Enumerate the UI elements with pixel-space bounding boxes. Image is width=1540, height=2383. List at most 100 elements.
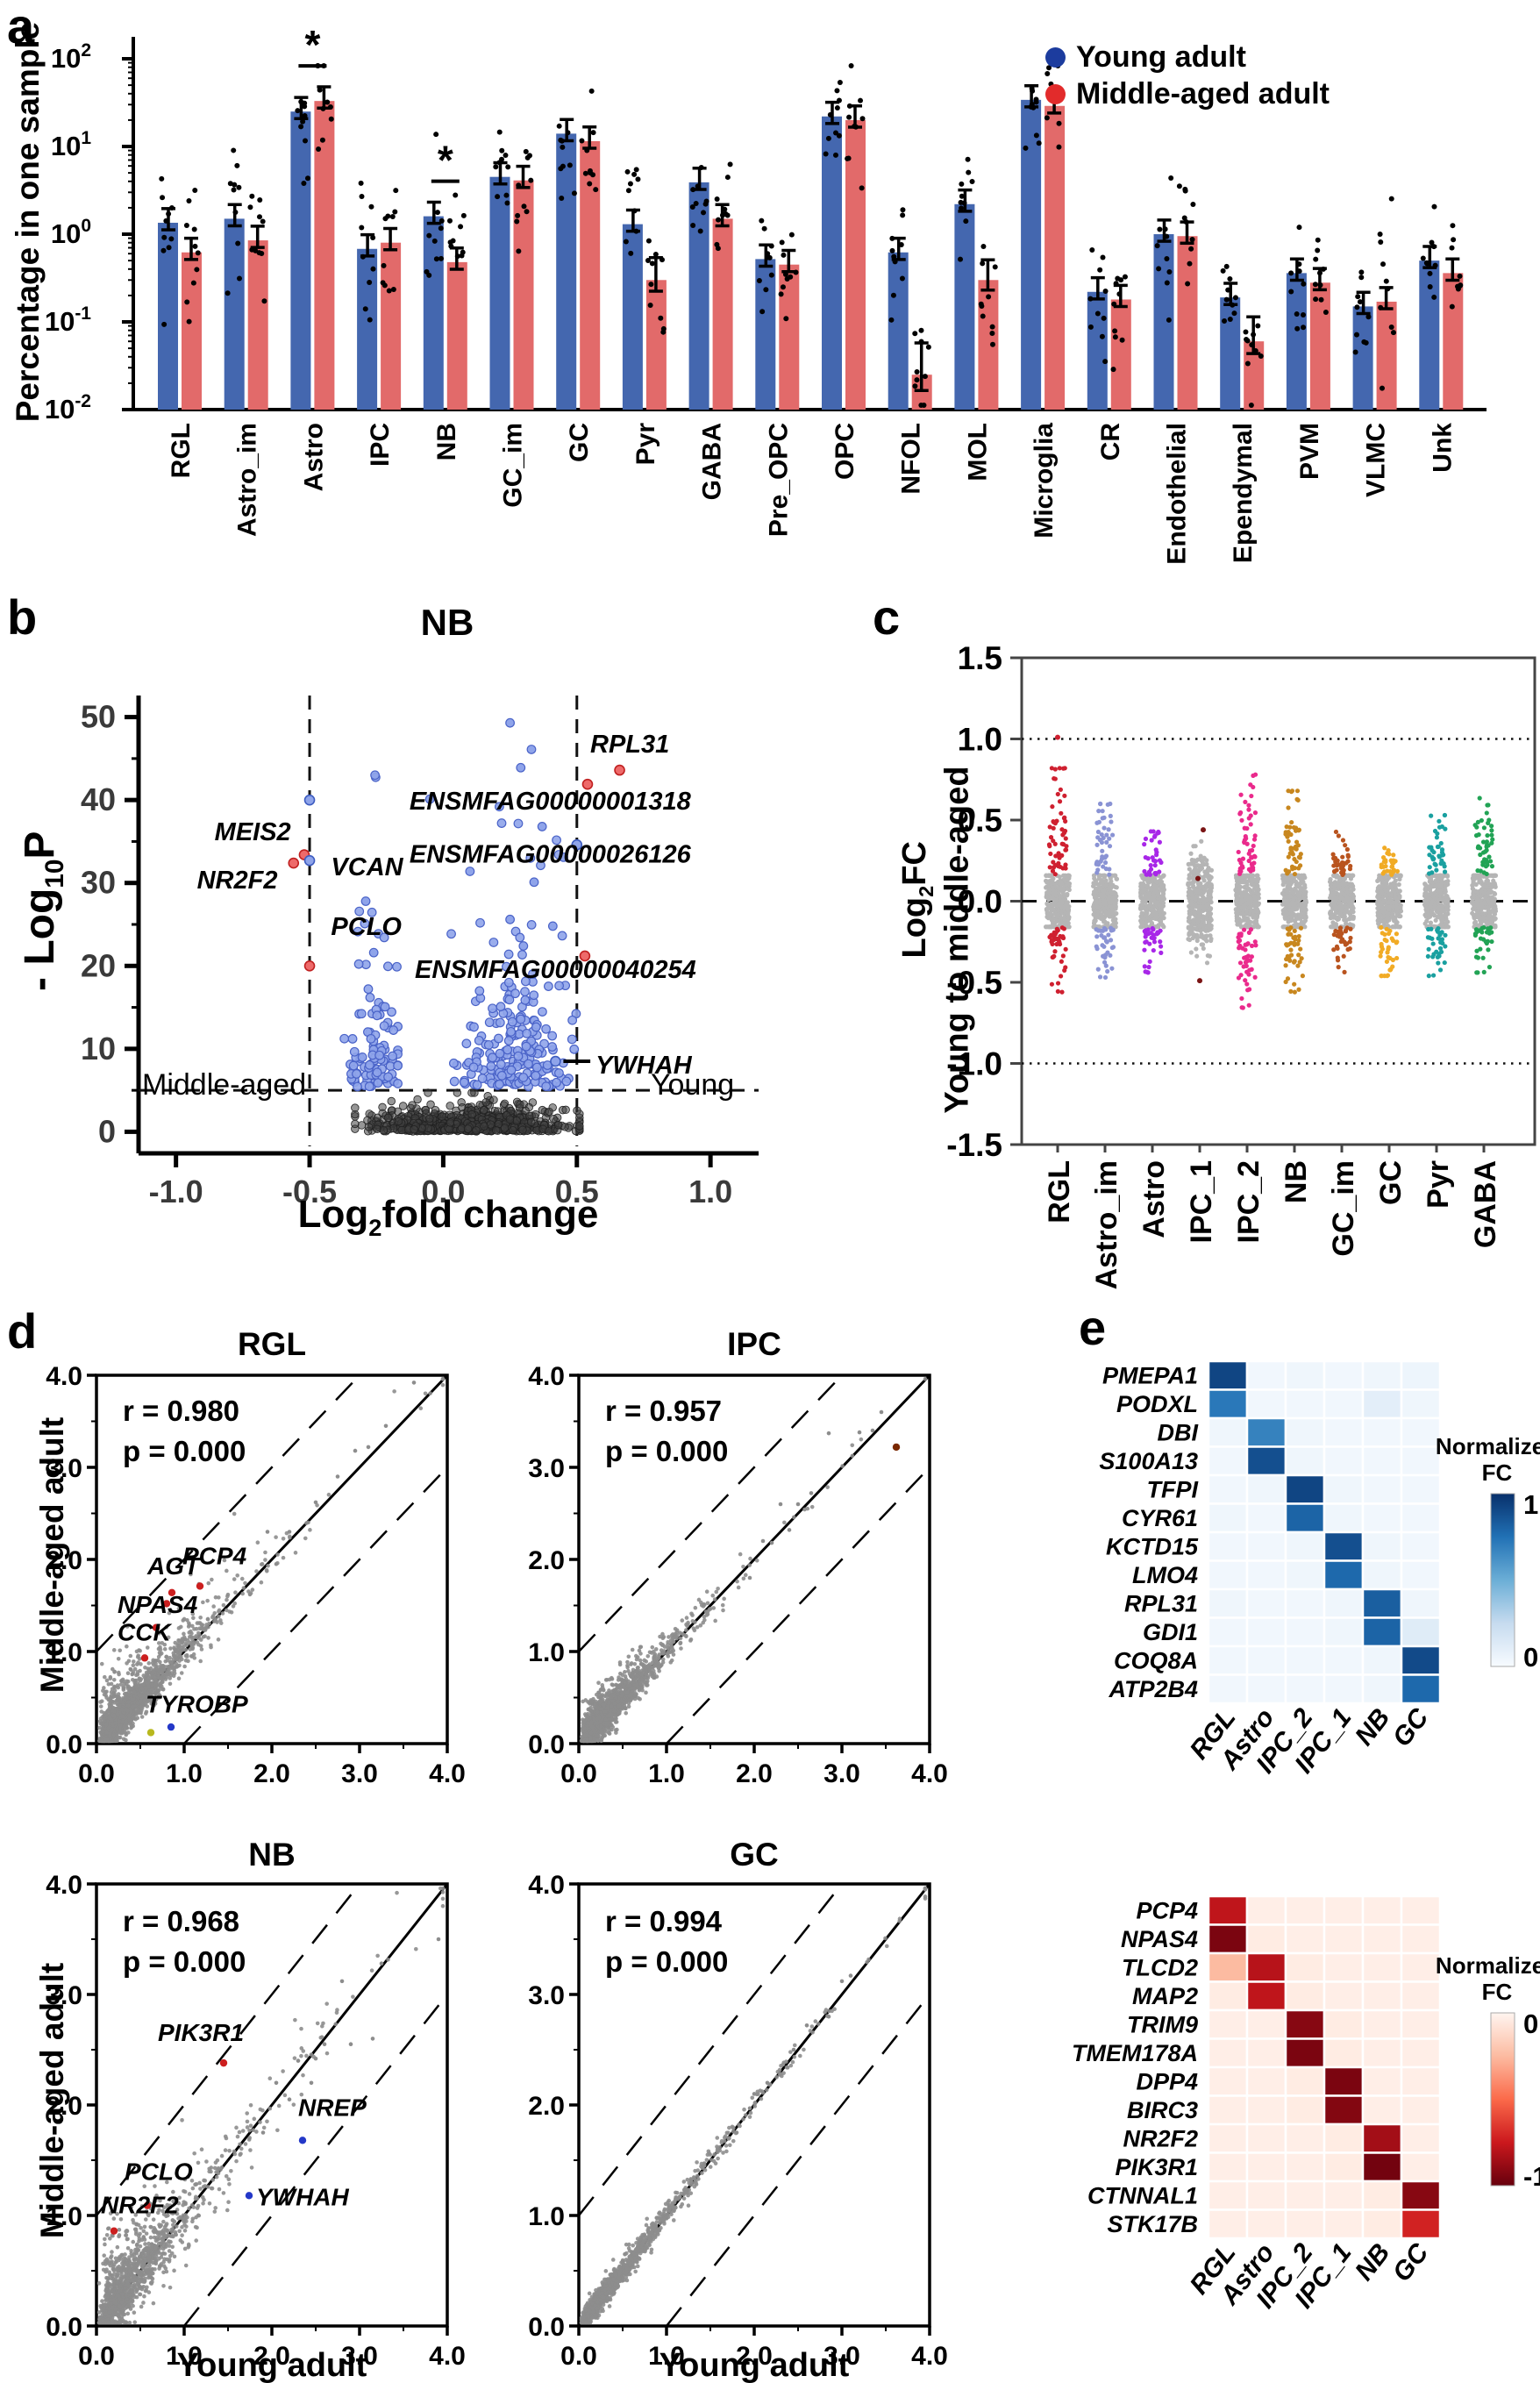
svg-text:NB: NB (1280, 1160, 1313, 1203)
colorbar1-min-label: 0.0 (1523, 1642, 1540, 1673)
gene-point-PCLO (143, 2201, 152, 2209)
panel-b-right-quadrant-label: Young (651, 1068, 735, 1102)
svg-text:Microglia: Microglia (1030, 423, 1059, 539)
svg-text:1.0: 1.0 (688, 1174, 732, 1209)
panel-a-bar-chart: 102 101 100 10-1 10-2 RGL Astro_im * Astro IPC * NB… (45, 22, 1487, 565)
svg-text:CR: CR (1096, 423, 1125, 461)
colorbar-blue (1490, 1493, 1515, 1667)
svg-text:Astro_im: Astro_im (1090, 1160, 1123, 1289)
colorbar1-max-label: 1.0 (1523, 1489, 1540, 1520)
svg-text:0: 0 (98, 1113, 116, 1149)
volcano-point-NR2F2 (288, 857, 300, 869)
gene-point-PCP4 (196, 1582, 204, 1590)
svg-text:Pre_OPC: Pre_OPC (764, 423, 793, 537)
subplot-rgl: 0.00.01.01.02.02.03.03.04.04.0PCP4AGTNPA… (46, 1362, 466, 1788)
subplot-nb: 0.00.01.01.02.02.03.03.04.04.0PIK3R1PCLO… (46, 1871, 466, 2371)
svg-text:ENSMFAG00000001318: ENSMFAG00000001318 (410, 788, 692, 816)
subplot-gc-title: GC (730, 1837, 779, 1873)
nb-r-value: r = 0.968 (123, 1905, 240, 1937)
svg-text:GC_im: GC_im (1327, 1160, 1360, 1257)
ipc-r-value: r = 0.957 (605, 1395, 723, 1427)
young-adult-dot-icon (1045, 46, 1066, 68)
panel-c-y-axis-title-line2: Young to middle-aged (938, 766, 976, 1114)
gene-point-unlabeled (162, 1600, 171, 1608)
heatmap-up: PMEPA1PODXLDBIS100A13TFPICYR61KCTD15LMO4… (1099, 1359, 1515, 1779)
panel-d-y-axis-title-bottom: Middle-aged adult (34, 1962, 70, 2239)
legend-young-label: Young adult (1076, 39, 1246, 74)
volcano-point-ENSMFAG00000026126 (571, 838, 583, 851)
colorbar-red (1490, 2012, 1515, 2187)
svg-text:10: 10 (81, 1031, 116, 1067)
svg-text:30: 30 (81, 865, 116, 901)
panel-b-y-axis-title: - Log10P (17, 831, 69, 991)
panel-c-label: c (873, 589, 901, 645)
panel-a-y-axis-title: Percentage in one sample (10, 21, 46, 423)
svg-text:NFOL: NFOL (897, 423, 926, 495)
svg-text:10-2: 10-2 (45, 391, 91, 425)
colorbar1-title: NormalizedFC (1435, 1433, 1540, 1486)
gene-point-AGT (168, 1588, 176, 1597)
svg-text:OPC: OPC (831, 423, 859, 480)
panel-b-title: NB (420, 602, 474, 643)
rgl-p-value: p = 0.000 (123, 1435, 246, 1467)
volcano-point-unlabeled (303, 794, 316, 806)
svg-text:NR2F2: NR2F2 (197, 867, 278, 895)
svg-text:NB: NB (432, 423, 461, 460)
gene-point-TYROBP (167, 1723, 175, 1731)
subplot-gc: 0.00.01.01.02.02.03.03.04.04.0 (528, 1871, 948, 2371)
svg-text:IPC_1: IPC_1 (1185, 1160, 1218, 1244)
svg-text:101: 101 (51, 128, 91, 161)
panel-a-legend: Young adult Middle-aged adult (1045, 39, 1330, 112)
nb-p-value: p = 0.000 (123, 1945, 246, 1978)
panel-c-y-axis-title-line1: Log2FC (896, 841, 938, 959)
svg-text:IPC_2: IPC_2 (1232, 1160, 1266, 1244)
svg-text:GC_im: GC_im (499, 423, 528, 508)
panel-b-left-quadrant-label: Middle-aged (142, 1068, 307, 1102)
gene-point-NPAS4 (152, 1623, 160, 1631)
svg-text:RGL: RGL (167, 423, 196, 478)
svg-text:Pyr: Pyr (631, 423, 660, 466)
subplot-rgl-title: RGL (237, 1326, 307, 1362)
svg-text:RPL31: RPL31 (590, 731, 669, 759)
panel-a-label: a (7, 0, 35, 54)
panel-d-scatter-plots: 0.00.01.01.02.02.03.03.04.04.0PCP4AGTNPA… (46, 1362, 948, 2371)
volcano-point-RPL31 (614, 764, 625, 776)
gene-point-YWHAH (245, 2192, 253, 2200)
volcano-point-ENSMFAG00000040254 (579, 950, 591, 962)
svg-text:Astro: Astro (299, 423, 328, 491)
svg-text:Astro: Astro (1137, 1160, 1171, 1238)
gc-p-value: p = 0.000 (605, 1945, 729, 1978)
svg-text:Unk: Unk (1428, 423, 1457, 473)
svg-text:*: * (304, 22, 320, 68)
svg-text:10-1: 10-1 (45, 303, 91, 337)
svg-text:ENSMFAG00000026126: ENSMFAG00000026126 (410, 841, 692, 869)
svg-text:*: * (438, 138, 453, 183)
subplot-nb-title: NB (248, 1837, 296, 1873)
colorbar2-min-label: -1.0 (1523, 2161, 1540, 2192)
subplot-ipc: 0.00.01.01.02.02.03.03.04.04.0 (528, 1362, 948, 1788)
svg-text:GABA: GABA (698, 423, 727, 500)
panel-b-label: b (7, 589, 38, 645)
legend-item-young: Young adult (1045, 39, 1330, 75)
svg-text:1.5: 1.5 (958, 640, 1002, 676)
legend-item-middle: Middle-aged adult (1045, 75, 1330, 112)
svg-text:PVM: PVM (1295, 423, 1324, 480)
svg-text:VLMC: VLMC (1362, 423, 1391, 497)
svg-text:20: 20 (81, 947, 116, 983)
legend-middle-label: Middle-aged adult (1076, 76, 1330, 111)
panel-d-y-axis-title-top: Middle-aged adult (34, 1416, 70, 1694)
svg-text:IPC: IPC (366, 423, 395, 467)
svg-text:VCAN: VCAN (331, 853, 403, 881)
svg-text:GC: GC (1374, 1160, 1408, 1205)
volcano-point-PCLO (303, 960, 316, 972)
gene-point-CCK (140, 1654, 149, 1662)
svg-text:ENSMFAG00000040254: ENSMFAG00000040254 (415, 956, 696, 984)
panel-b-volcano-plot: 0 10 20 30 40 50 -1.0 -0.5 0.0 0.5 1.0 MEIS2 NR2F2 VC… (81, 696, 759, 1209)
gene-point-NR2F2 (110, 2227, 118, 2235)
svg-text:Endothelial: Endothelial (1163, 423, 1192, 565)
svg-text:0.0: 0.0 (421, 1174, 465, 1209)
volcano-point-VCAN (303, 854, 316, 867)
